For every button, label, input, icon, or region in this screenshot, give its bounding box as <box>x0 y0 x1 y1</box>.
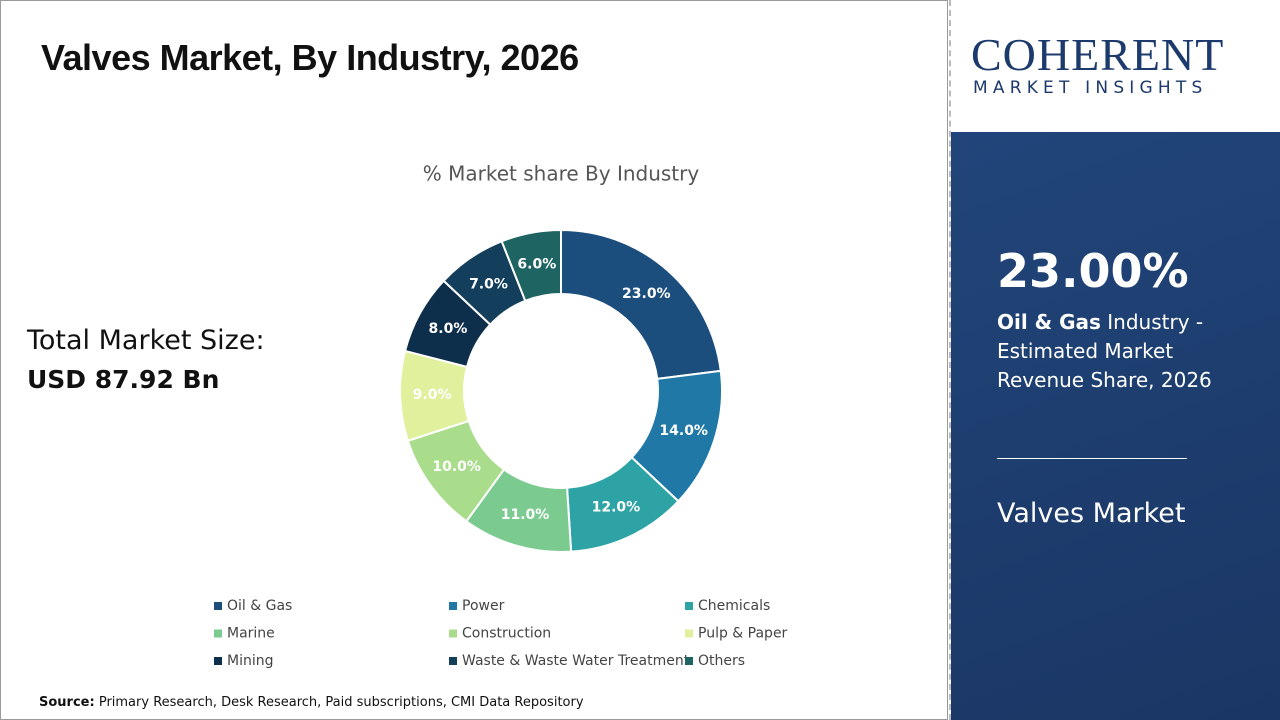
chart-title: % Market share By Industry <box>423 162 700 186</box>
legend-label: Pulp & Paper <box>698 626 788 642</box>
source: Source: Primary Research, Desk Research,… <box>39 695 584 710</box>
data-label: 14.0% <box>659 423 708 439</box>
donut-slice <box>560 228 722 380</box>
data-label: 8.0% <box>429 321 468 337</box>
legend-label: Chemicals <box>698 598 770 614</box>
legend-marker <box>685 629 693 638</box>
description-text: Industry - Estimated Market Revenue Shar… <box>997 310 1212 392</box>
data-label: 12.0% <box>592 500 641 516</box>
legend-label: Mining <box>227 653 274 669</box>
source-text: Primary Research, Desk Research, Paid su… <box>98 695 584 710</box>
total-market-label: Total Market Size: <box>27 325 265 356</box>
logo-name: COHERENT <box>971 29 1225 80</box>
legend-marker <box>685 657 693 665</box>
main-panel: Valves Market, By Industry, 2026 Total M… <box>0 0 948 720</box>
legend-label: Power <box>462 598 505 614</box>
legend-marker <box>449 629 457 638</box>
data-label: 10.0% <box>432 459 481 475</box>
legend-marker <box>214 602 222 610</box>
legend-label: Marine <box>227 626 275 642</box>
legend-label: Others <box>698 653 745 669</box>
legend-marker <box>449 657 457 665</box>
segment-name: Oil & Gas <box>997 310 1101 334</box>
source-label: Source: <box>39 695 95 710</box>
data-label: 7.0% <box>469 276 508 292</box>
data-label: 6.0% <box>517 256 556 272</box>
total-market-value: USD 87.92 Bn <box>27 365 220 394</box>
legend-label: Waste & Waste Water Treatment <box>462 653 690 669</box>
data-label: 11.0% <box>501 507 550 523</box>
legend-marker <box>449 602 457 610</box>
data-label: 9.0% <box>413 387 452 403</box>
highlight-description: Oil & Gas Industry - Estimated Market Re… <box>997 308 1237 395</box>
legend-marker <box>214 629 222 638</box>
logo-tagline: MARKET INSIGHTS <box>973 78 1208 98</box>
legend-marker <box>214 657 222 665</box>
info-panel: 23.00% Oil & Gas Industry - Estimated Ma… <box>951 132 1280 720</box>
legend-label: Oil & Gas <box>227 598 292 614</box>
data-label: 23.0% <box>622 286 671 302</box>
logo: COHERENT MARKET INSIGHTS <box>951 0 1280 132</box>
donut-slice <box>500 228 562 303</box>
sidebar: COHERENT MARKET INSIGHTS 23.00% Oil & Ga… <box>949 0 1280 720</box>
legend-marker <box>685 602 693 610</box>
highlight-value: 23.00% <box>997 244 1189 298</box>
legend-label: Construction <box>462 626 551 642</box>
page-title: Valves Market, By Industry, 2026 <box>41 37 579 78</box>
chart: % Market share By Industry 23.0% 14.0% 12.… <box>214 162 788 669</box>
divider <box>997 458 1187 459</box>
market-name: Valves Market <box>997 498 1186 529</box>
